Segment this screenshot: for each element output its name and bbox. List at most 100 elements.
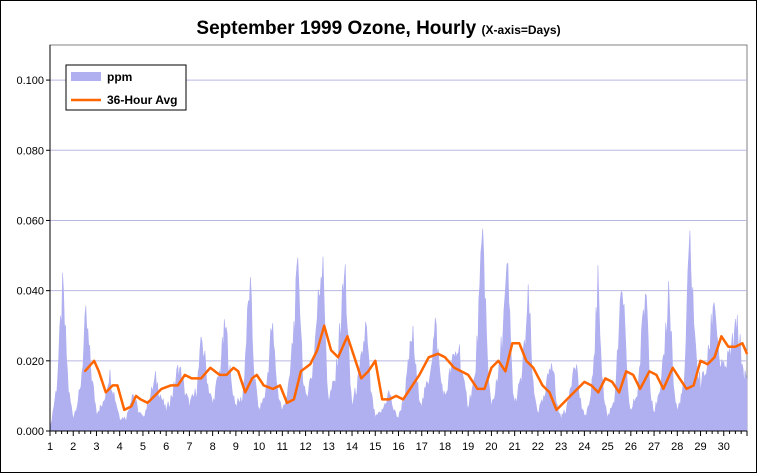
avg-point [360, 377, 363, 380]
x-tick-label: 19 [462, 441, 474, 453]
avg-point [146, 402, 149, 404]
avg-point [218, 374, 221, 376]
avg-point [293, 398, 295, 401]
avg-point [437, 353, 439, 355]
avg-point [713, 356, 716, 359]
x-tick-label: 16 [392, 441, 404, 453]
x-tick-label: 2 [70, 441, 76, 453]
avg-point [98, 370, 100, 373]
x-tick-label: 9 [233, 441, 239, 453]
x-tick-label: 14 [346, 441, 358, 453]
avg-point [692, 384, 695, 387]
avg-point [237, 370, 239, 373]
x-tick-label: 4 [117, 441, 123, 453]
y-tick-label: 0.100 [16, 75, 44, 87]
x-tick-label: 27 [648, 441, 660, 453]
x-tick-label: 22 [532, 441, 544, 453]
avg-point [460, 370, 463, 373]
avg-point [746, 353, 748, 355]
y-tick-label: 0.020 [16, 356, 44, 368]
chart-title-main: September 1999 Ozone, Hourly [196, 18, 477, 39]
y-tick-label: 0.000 [16, 426, 44, 438]
avg-point [444, 356, 446, 359]
avg-point [300, 370, 302, 373]
avg-point [427, 356, 430, 359]
x-tick-label: 17 [416, 441, 428, 453]
avg-point [388, 398, 391, 401]
avg-point [160, 388, 163, 390]
avg-point [699, 360, 702, 362]
avg-point [123, 409, 126, 411]
x-tick-label: 10 [253, 441, 265, 453]
y-tick-label: 0.040 [16, 286, 44, 298]
ppm-area-series [49, 228, 748, 432]
x-tick-label: 1 [47, 441, 53, 453]
avg-point [671, 367, 674, 369]
avg-point [130, 405, 133, 408]
avg-line-series [83, 324, 749, 412]
avg-point [170, 384, 172, 387]
avg-point [330, 349, 332, 352]
x-tick-label: 6 [163, 441, 169, 453]
x-tick-label: 30 [718, 441, 730, 453]
avg-point [323, 324, 326, 327]
x-tick-label: 29 [694, 441, 706, 453]
avg-point [467, 374, 470, 376]
avg-point [604, 377, 607, 380]
avg-point [177, 384, 179, 387]
avg-point [532, 367, 535, 369]
avg-point [105, 391, 107, 394]
x-tick-label: 13 [323, 441, 335, 453]
avg-point [374, 360, 377, 362]
avg-point [490, 367, 493, 369]
avg-point [272, 388, 274, 390]
avg-point [569, 395, 572, 397]
chart-title: September 1999 Ozone, Hourly (X-axis=Day… [0, 18, 757, 40]
avg-point [548, 391, 551, 394]
avg-point [483, 388, 486, 390]
y-tick-label: 0.060 [16, 215, 44, 227]
avg-point [93, 360, 95, 362]
avg-point [518, 342, 521, 345]
avg-point [411, 384, 414, 387]
avg-point [639, 388, 641, 390]
avg-point [618, 391, 620, 394]
avg-point [135, 395, 137, 397]
avg-point [346, 335, 349, 338]
avg-point [353, 356, 356, 359]
avg-point [200, 377, 202, 380]
avg-point [476, 388, 479, 390]
avg-point [583, 381, 586, 383]
avg-point [734, 346, 737, 348]
avg-point [309, 363, 312, 366]
avg-point [418, 374, 421, 376]
x-tick-label: 12 [299, 441, 311, 453]
avg-point [139, 398, 142, 401]
avg-point [597, 391, 600, 394]
avg-point [648, 370, 651, 373]
legend-label-ppm: ppm [107, 70, 132, 84]
chart-title-note: (X-axis=Days) [481, 23, 561, 37]
avg-point [727, 346, 730, 348]
avg-point [153, 395, 156, 397]
avg-point [525, 360, 528, 362]
x-tick-label: 25 [601, 441, 613, 453]
avg-point [395, 395, 398, 397]
avg-point [225, 374, 228, 376]
avg-point [655, 374, 658, 376]
avg-point [706, 363, 709, 366]
avg-point [741, 342, 744, 345]
x-tick-label: 7 [186, 441, 192, 453]
avg-point [590, 384, 593, 387]
x-tick-label: 11 [277, 441, 288, 453]
avg-point [367, 370, 370, 373]
avg-point [255, 374, 258, 376]
avg-point [685, 388, 688, 390]
avg-point [632, 374, 634, 376]
avg-point [625, 370, 627, 373]
x-tick-label: 18 [439, 441, 451, 453]
avg-point [84, 370, 86, 373]
avg-point [576, 388, 579, 390]
